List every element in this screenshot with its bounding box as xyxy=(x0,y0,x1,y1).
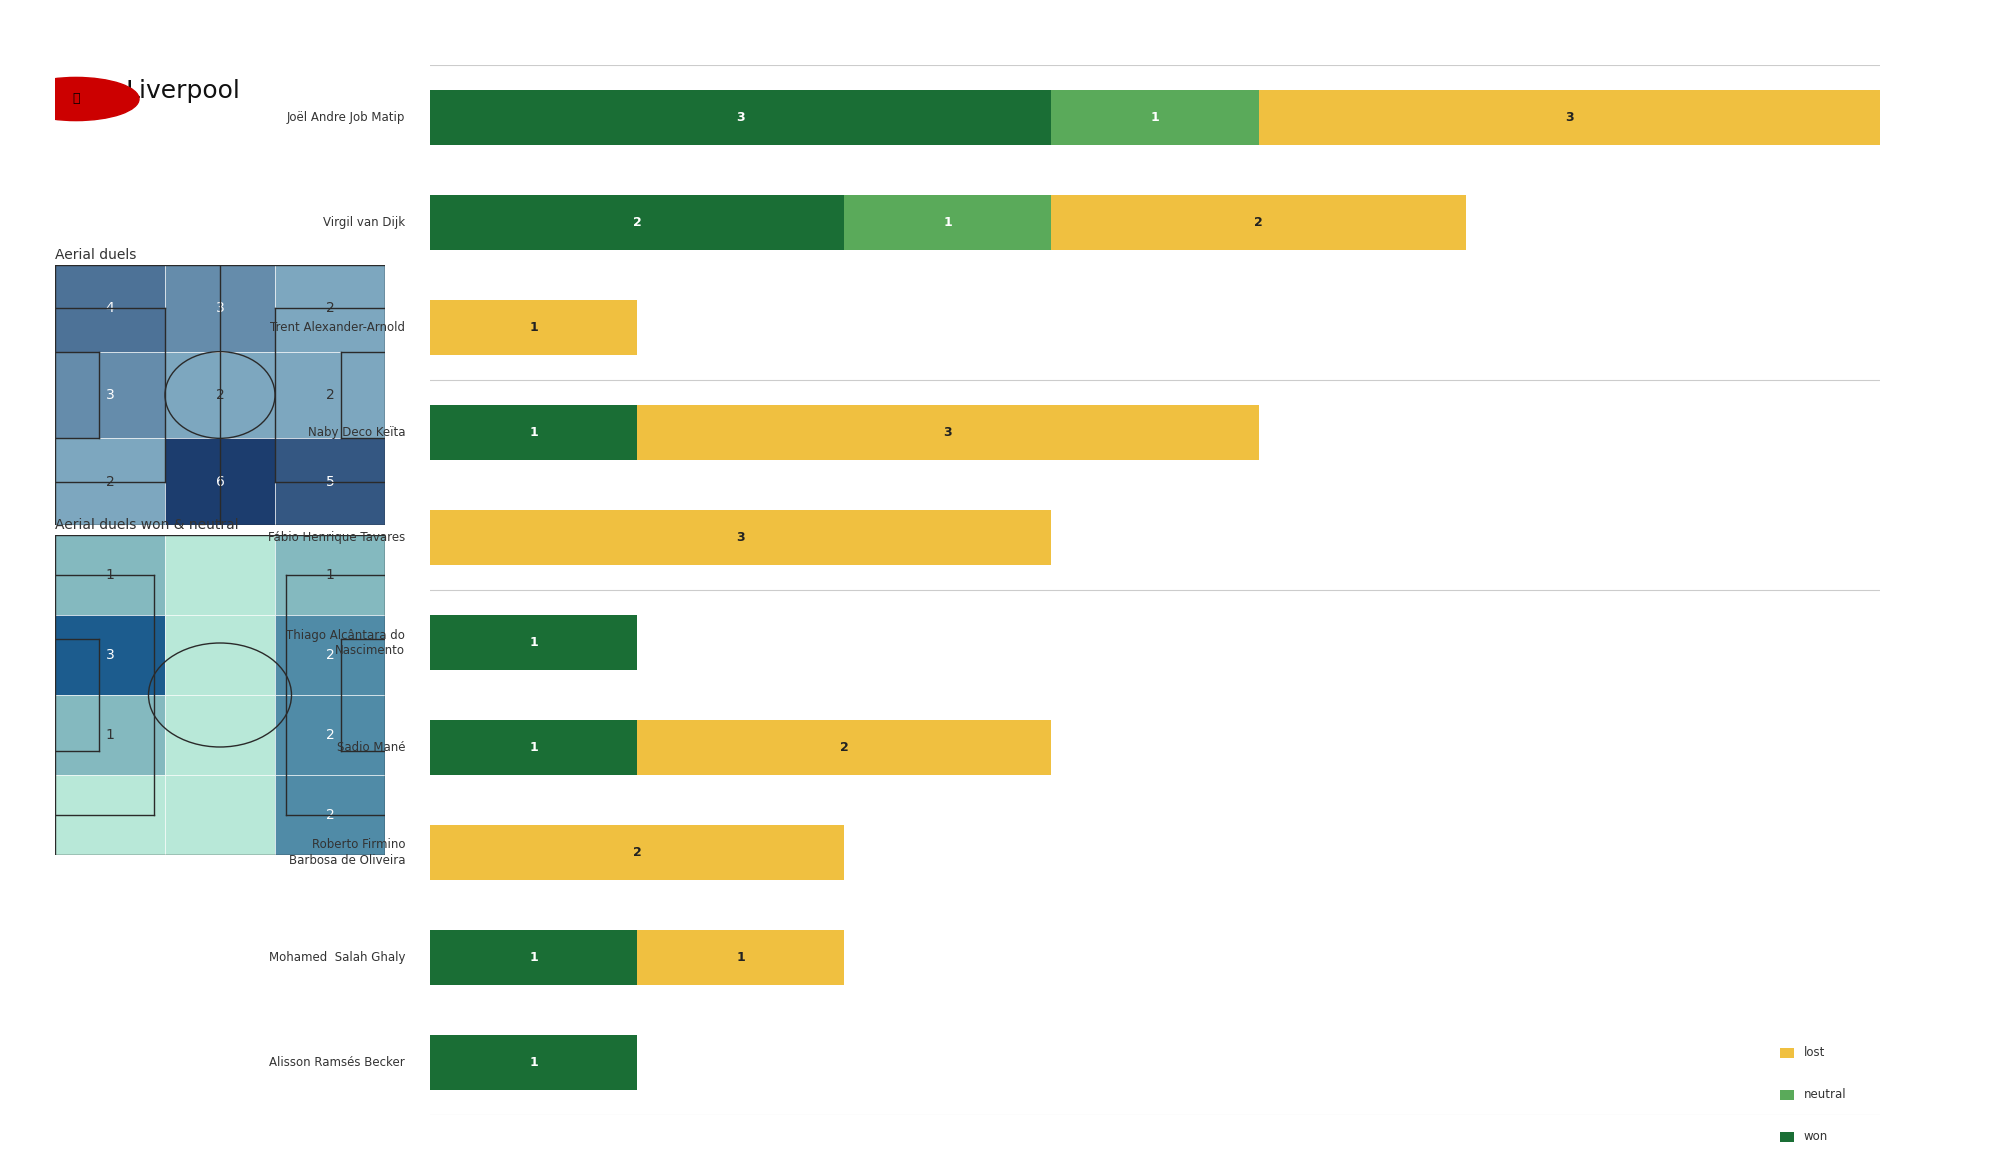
Text: 3: 3 xyxy=(736,110,746,125)
Bar xyxy=(638,720,1052,774)
Text: 6: 6 xyxy=(216,475,224,489)
Bar xyxy=(56,438,164,525)
Bar xyxy=(164,351,274,438)
Bar xyxy=(164,776,274,855)
Text: 2: 2 xyxy=(326,728,334,741)
Text: Mohamed  Salah Ghaly: Mohamed Salah Ghaly xyxy=(268,951,406,963)
Text: 1: 1 xyxy=(326,568,334,582)
Bar xyxy=(274,351,384,438)
Bar xyxy=(164,438,274,525)
Text: 2: 2 xyxy=(1254,216,1262,229)
Text: 1: 1 xyxy=(1150,110,1160,125)
Bar xyxy=(430,300,638,355)
Bar xyxy=(1780,1048,1794,1058)
Text: neutral: neutral xyxy=(1804,1088,1846,1101)
Text: 3: 3 xyxy=(106,388,114,402)
Text: lost: lost xyxy=(1804,1047,1824,1060)
Bar xyxy=(56,776,164,855)
Text: 2: 2 xyxy=(326,647,334,662)
Bar xyxy=(56,351,164,438)
Text: 1: 1 xyxy=(530,741,538,754)
Text: Liverpool: Liverpool xyxy=(124,79,240,102)
Text: Alisson Ramsés Becker: Alisson Ramsés Becker xyxy=(270,1056,406,1069)
Text: 4: 4 xyxy=(106,301,114,315)
Bar xyxy=(1052,195,1466,250)
Bar xyxy=(430,931,638,985)
Text: Aerial duels: Aerial duels xyxy=(56,248,136,262)
Text: 2: 2 xyxy=(632,846,642,859)
Bar xyxy=(844,195,1052,250)
Text: won: won xyxy=(1804,1130,1828,1143)
Bar xyxy=(430,90,1052,145)
Text: 1: 1 xyxy=(530,321,538,334)
Text: 3: 3 xyxy=(944,427,952,439)
Text: Aerial duels won & neutral: Aerial duels won & neutral xyxy=(56,518,238,532)
Bar xyxy=(1052,90,1258,145)
Bar xyxy=(430,510,1052,565)
Text: Virgil van Dijk: Virgil van Dijk xyxy=(324,216,406,229)
Bar xyxy=(1258,90,1880,145)
Text: 3: 3 xyxy=(106,647,114,662)
Text: 1: 1 xyxy=(736,951,746,963)
Bar xyxy=(274,776,384,855)
Bar xyxy=(430,1035,638,1089)
Text: 1: 1 xyxy=(530,427,538,439)
Text: Roberto Firmino
Barbosa de Oliveira: Roberto Firmino Barbosa de Oliveira xyxy=(288,839,406,866)
Text: 1: 1 xyxy=(530,636,538,649)
Bar xyxy=(430,720,638,774)
Text: Sadio Mané: Sadio Mané xyxy=(336,741,406,754)
Bar xyxy=(274,438,384,525)
Text: 2: 2 xyxy=(326,301,334,315)
Text: 1: 1 xyxy=(944,216,952,229)
Bar xyxy=(1780,1090,1794,1100)
Bar xyxy=(56,615,164,694)
Bar xyxy=(274,535,384,615)
Text: 2: 2 xyxy=(216,388,224,402)
Text: 2: 2 xyxy=(106,475,114,489)
Bar xyxy=(56,266,164,351)
Text: 2: 2 xyxy=(326,388,334,402)
Bar xyxy=(430,825,844,880)
Bar xyxy=(164,266,274,351)
Bar xyxy=(56,694,164,776)
Text: 2: 2 xyxy=(632,216,642,229)
Text: ⚽: ⚽ xyxy=(72,93,80,106)
Circle shape xyxy=(14,78,140,121)
Bar xyxy=(638,931,844,985)
Text: Thiago Alcântara do
Nascimento: Thiago Alcântara do Nascimento xyxy=(286,629,406,657)
Text: 5: 5 xyxy=(326,475,334,489)
Bar xyxy=(164,694,274,776)
Text: 3: 3 xyxy=(1564,110,1574,125)
Bar xyxy=(430,195,844,250)
Text: 3: 3 xyxy=(216,301,224,315)
Bar xyxy=(1780,1133,1794,1142)
Text: Trent Alexander-Arnold: Trent Alexander-Arnold xyxy=(270,321,406,334)
Text: 1: 1 xyxy=(530,951,538,963)
Bar xyxy=(274,266,384,351)
Text: 2: 2 xyxy=(840,741,848,754)
Bar xyxy=(638,405,1258,459)
Text: Naby Deco Keïta: Naby Deco Keïta xyxy=(308,427,406,439)
Text: 1: 1 xyxy=(106,568,114,582)
Bar xyxy=(274,694,384,776)
Bar xyxy=(56,535,164,615)
Text: Joël Andre Job Matip: Joël Andre Job Matip xyxy=(286,110,406,125)
Text: 1: 1 xyxy=(106,728,114,741)
Text: 2: 2 xyxy=(326,808,334,822)
Text: 1: 1 xyxy=(530,1056,538,1069)
Bar xyxy=(164,535,274,615)
Bar xyxy=(430,616,638,670)
Text: 3: 3 xyxy=(736,531,746,544)
Bar xyxy=(430,405,638,459)
Text: Fábio Henrique Tavares: Fábio Henrique Tavares xyxy=(268,531,406,544)
Bar xyxy=(274,615,384,694)
Bar xyxy=(164,615,274,694)
